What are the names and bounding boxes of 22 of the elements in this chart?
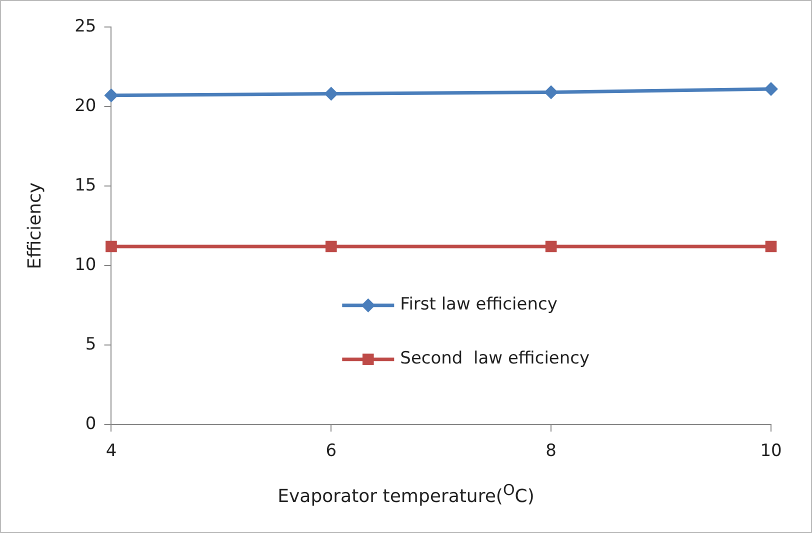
x-axis-title: Evaporator temperature($^{O}$C) — [276, 481, 536, 507]
y-tick-label: 5 — [85, 334, 96, 354]
legend-label: First law efficiency — [400, 294, 558, 315]
point — [545, 240, 557, 252]
y-tick-label: 20 — [74, 96, 96, 116]
y-tick-label: 10 — [74, 254, 96, 275]
point — [106, 240, 117, 252]
x-tick-label: 4 — [106, 441, 117, 462]
point — [544, 85, 558, 100]
x-tick-label: 6 — [326, 441, 337, 462]
y-tick-label: 15 — [74, 175, 96, 196]
y-tick-label: 25 — [74, 16, 96, 36]
point — [104, 88, 118, 102]
point — [765, 240, 777, 252]
x-tick-label: 8 — [546, 441, 556, 462]
x-tick-label: 10 — [760, 441, 782, 462]
point — [326, 240, 337, 252]
point — [324, 86, 338, 101]
y-tick-label: 0 — [85, 414, 96, 434]
y-axis-title: Efficiency — [24, 182, 46, 270]
point — [764, 82, 778, 96]
legend-label: Second law efficiency — [400, 348, 590, 369]
